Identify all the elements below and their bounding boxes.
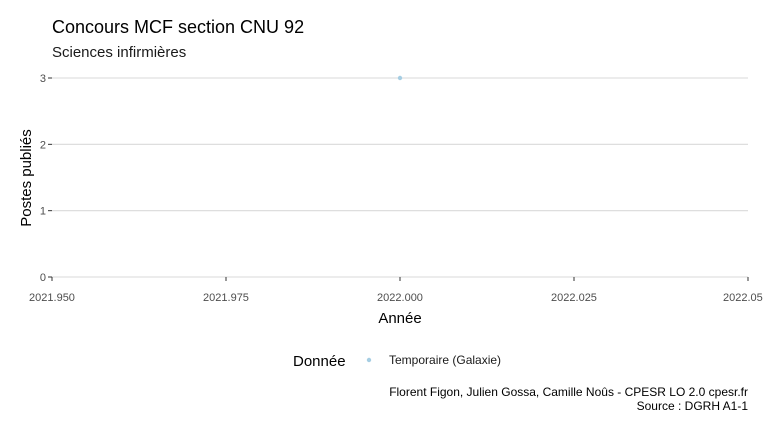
x-tick-label-1: 2021.975 [203, 292, 249, 304]
data-point-0-0 [397, 75, 403, 81]
x-tick-label-3: 2022.025 [551, 292, 597, 304]
caption-credits: Florent Figon, Julien Gossa, Camille Noû… [389, 385, 748, 399]
y-axis-ticks: 0 1 2 3 [40, 73, 52, 284]
y-tick-label-3: 3 [40, 73, 46, 85]
gridlines [52, 77, 748, 278]
chart-title: Concours MCF section CNU 92 [52, 17, 304, 37]
chart-subtitle: Sciences infirmières [52, 44, 186, 61]
y-axis-title: Postes publiés [18, 129, 35, 227]
x-axis-title: Année [378, 310, 421, 327]
x-tick-label-0: 2021.950 [29, 292, 75, 304]
legend-key-temporaire [366, 357, 372, 363]
data-points [397, 75, 403, 81]
caption-source: Source : DGRH A1-1 [637, 399, 749, 413]
x-tick-label-4: 2022.05 [723, 292, 763, 304]
y-tick-label-2: 2 [40, 139, 46, 151]
legend-title: Donnée [293, 353, 346, 370]
y-tick-label-1: 1 [40, 206, 46, 218]
legend-label-temporaire: Temporaire (Galaxie) [389, 353, 501, 367]
x-axis-ticks: 2021.950 2021.975 2022.000 2022.025 2022.05 [29, 277, 763, 304]
y-tick-label-0: 0 [40, 272, 46, 284]
legend: Donnée Temporaire (Galaxie) [293, 353, 501, 370]
x-tick-label-2: 2022.000 [377, 292, 423, 304]
